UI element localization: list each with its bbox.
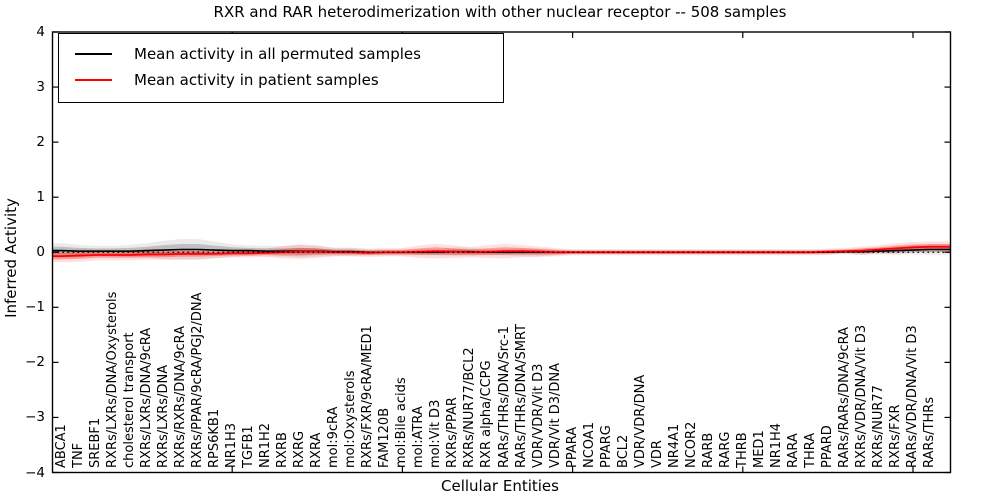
x-tick-label: NR1H4: [768, 422, 784, 468]
x-tick-label: RARs/THRs: [922, 396, 937, 468]
y-tick-label: 2: [36, 134, 45, 151]
x-tick-label: RXRs/NUR77: [870, 385, 886, 468]
x-tick-label: RXRG: [292, 430, 308, 468]
x-tick-label: RARA: [785, 433, 801, 468]
x-tick-label: RXRs/PPAR/9cRA/PGJ2/DNA: [190, 292, 206, 469]
x-tick-label: MED1: [751, 430, 767, 468]
legend: Mean activity in all permuted samples Me…: [58, 33, 504, 103]
x-tick-label: mol:Vit D3: [428, 399, 444, 468]
y-tick-label: 1: [36, 189, 45, 206]
x-tick-label: THRB: [734, 432, 750, 468]
permuted-confidence-band: [52, 239, 951, 260]
x-tick-label: RXRA: [309, 432, 325, 468]
x-tick-label: mol:9cRA: [326, 406, 342, 468]
x-tick-label: RPS6KB1: [207, 408, 223, 468]
legend-item-patient: Mean activity in patient samples: [75, 67, 503, 93]
y-tick-label: 0: [36, 244, 45, 261]
x-tick-label: BCL2: [615, 434, 631, 468]
x-tick-label: RXRs/PPAR: [445, 397, 461, 468]
y-tick-label: −2: [25, 354, 45, 371]
x-tick-label: RXRs/VDR/DNA/Vit D3: [853, 324, 869, 468]
y-tick-label: 4: [36, 24, 45, 40]
y-tick-label: 3: [36, 79, 45, 96]
x-tick-label: PPARA: [564, 426, 580, 468]
x-tick-label: VDR: [649, 440, 665, 468]
x-tick-label: RXRB: [275, 432, 291, 468]
legend-label-permuted: Mean activity in all permuted samples: [134, 45, 421, 63]
x-tick-label: NR1H2: [258, 422, 274, 468]
x-tick-label: PPARD: [819, 425, 835, 468]
x-tick-label: RXRs/NUR77/BCL2: [462, 347, 478, 468]
permuted-line-swatch: [75, 53, 112, 55]
x-tick-label: SREBF1: [88, 417, 104, 468]
legend-label-patient: Mean activity in patient samples: [134, 71, 379, 89]
y-tick-label: −4: [25, 464, 45, 481]
x-tick-label: VDR/Vit D3/DNA: [547, 362, 563, 468]
patient-line-swatch: [75, 79, 112, 81]
x-tick-label: cholesterol transport: [122, 332, 138, 468]
x-tick-label: THRA: [802, 432, 818, 468]
x-tick-label: RXRs/FXR/9cRA/MED1: [360, 325, 376, 468]
legend-item-permuted: Mean activity in all permuted samples: [75, 41, 503, 67]
x-tick-label: mol:Bile acids: [394, 377, 410, 468]
chart-title: RXR and RAR heterodimerization with othe…: [213, 3, 787, 21]
x-tick-label: VDR/VDR/Vit D3: [530, 363, 546, 468]
x-tick-label: PPARG: [598, 425, 614, 468]
x-tick-label: RXRs/LXRs/DNA/9cRA: [139, 327, 155, 468]
x-tick-label: mol:ATRA: [411, 406, 427, 468]
patient-series-line: [52, 245, 951, 258]
x-tick-label: RXRs/LXRs/DNA/Oxysterols: [105, 291, 121, 468]
x-tick-label: RARs/RARs/DNA/9cRA: [836, 327, 852, 468]
x-axis-label: Cellular Entities: [441, 477, 559, 495]
x-tick-label: mol:Oxysterols: [343, 370, 359, 469]
x-tick-label: NCOR2: [683, 421, 699, 468]
x-tick-label: TNF: [71, 442, 87, 468]
x-tick-label: RXRs/LXRs/DNA: [156, 364, 172, 468]
x-tick-label: FAM120B: [377, 407, 393, 468]
x-tick-label: RARB: [700, 432, 716, 468]
x-tick-label: RXRs/RXRs/DNA/9cRA: [173, 325, 189, 468]
x-tick-label: NR4A1: [666, 423, 682, 468]
y-tick-label: −3: [25, 409, 45, 426]
x-tick-label: ABCA1: [54, 424, 69, 468]
x-tick-label: TGFB1: [241, 425, 257, 468]
x-tick-label: NCOA1: [581, 422, 597, 468]
x-tick-label: RXR alpha/CCPG: [479, 360, 495, 468]
x-tick-label: RARs/THRs/DNA/SMRT: [513, 324, 529, 468]
x-tick-label: NR1H3: [224, 422, 240, 468]
x-tick-label: VDR/VDR/DNA: [632, 374, 648, 468]
x-tick-label: RARs/THRs/DNA/Src-1: [496, 326, 512, 468]
x-tick-label: RXRs/FXR: [887, 404, 903, 468]
x-tick-label: RARs/VDR/DNA/Vit D3: [904, 325, 920, 468]
x-tick-label: RARG: [717, 431, 733, 468]
y-tick-label: −1: [25, 299, 45, 316]
